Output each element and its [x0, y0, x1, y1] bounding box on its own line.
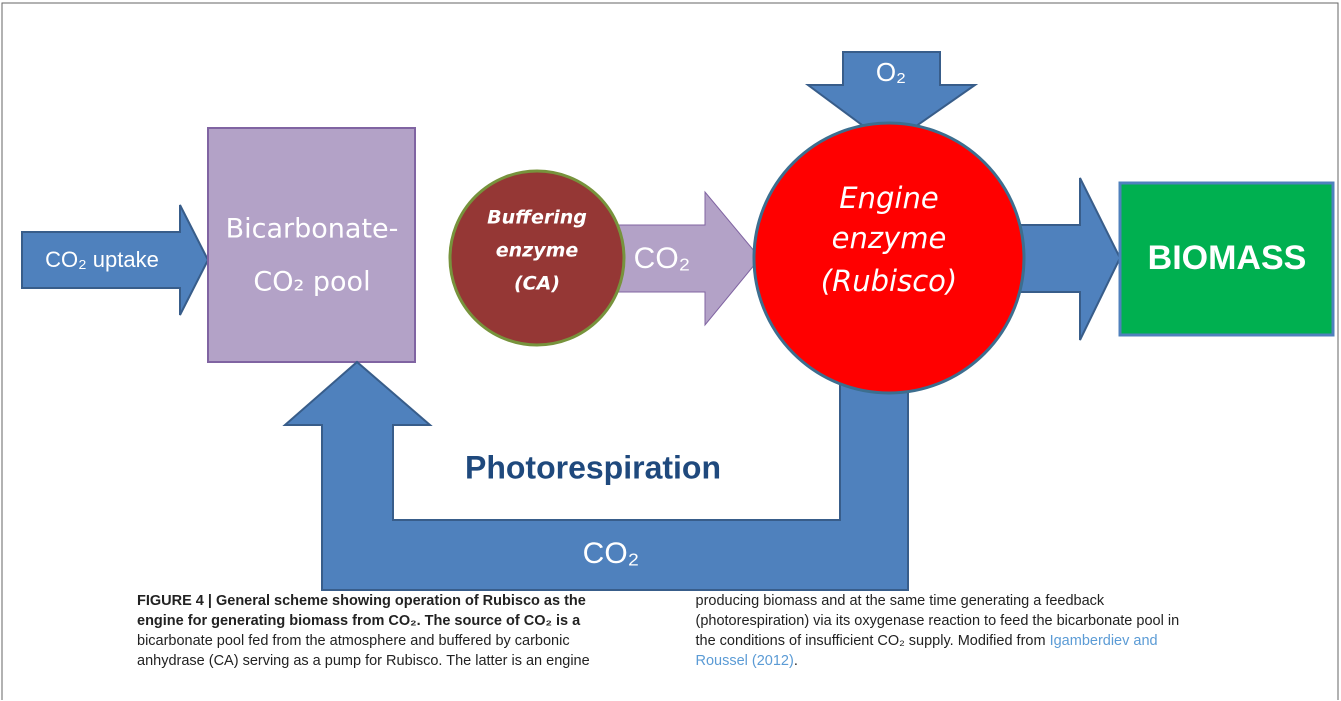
engine-label: Engine: [839, 181, 938, 215]
caption-end: .: [793, 653, 798, 669]
buffer-label: Buffering: [487, 207, 587, 229]
uptake-arrow: [21, 204, 210, 316]
pool-label: CO₂ pool: [253, 267, 370, 298]
feedback-label: Photorespiration: [465, 449, 721, 485]
feedback-co2-label: CO₂: [583, 537, 640, 570]
feedback-arrow: [282, 360, 909, 591]
buffer-label: enzyme: [496, 240, 579, 262]
oxygen-label: O₂: [876, 57, 906, 87]
output-arrow: [1014, 177, 1122, 341]
pool-label: Bicarbonate-: [226, 214, 399, 245]
oxygen-arrow: [804, 51, 979, 147]
engine-label: enzyme: [832, 221, 947, 255]
engine-circle: [752, 121, 1026, 395]
engine-label: (Rubisco): [821, 264, 957, 298]
caption: FIGURE 4 | General scheme showing operat…: [137, 591, 1192, 673]
buffer-circle: [448, 169, 626, 347]
biomass-label: BIOMASS: [1148, 239, 1307, 277]
co2-arrow-label: CO₂: [634, 242, 691, 275]
caption-body: bicarbonate pool fed from the atmosphere…: [137, 593, 1180, 669]
buffer-label: (CA): [514, 273, 560, 295]
biomass-box: [1118, 181, 1335, 337]
caption-link[interactable]: Igamberdiev and Roussel (2012): [695, 633, 1158, 669]
pool-box: [207, 127, 416, 363]
uptake-label: CO₂ uptake: [45, 247, 159, 272]
co2-arrow: [617, 190, 761, 327]
caption-title: FIGURE 4 | General scheme showing operat…: [137, 593, 586, 629]
